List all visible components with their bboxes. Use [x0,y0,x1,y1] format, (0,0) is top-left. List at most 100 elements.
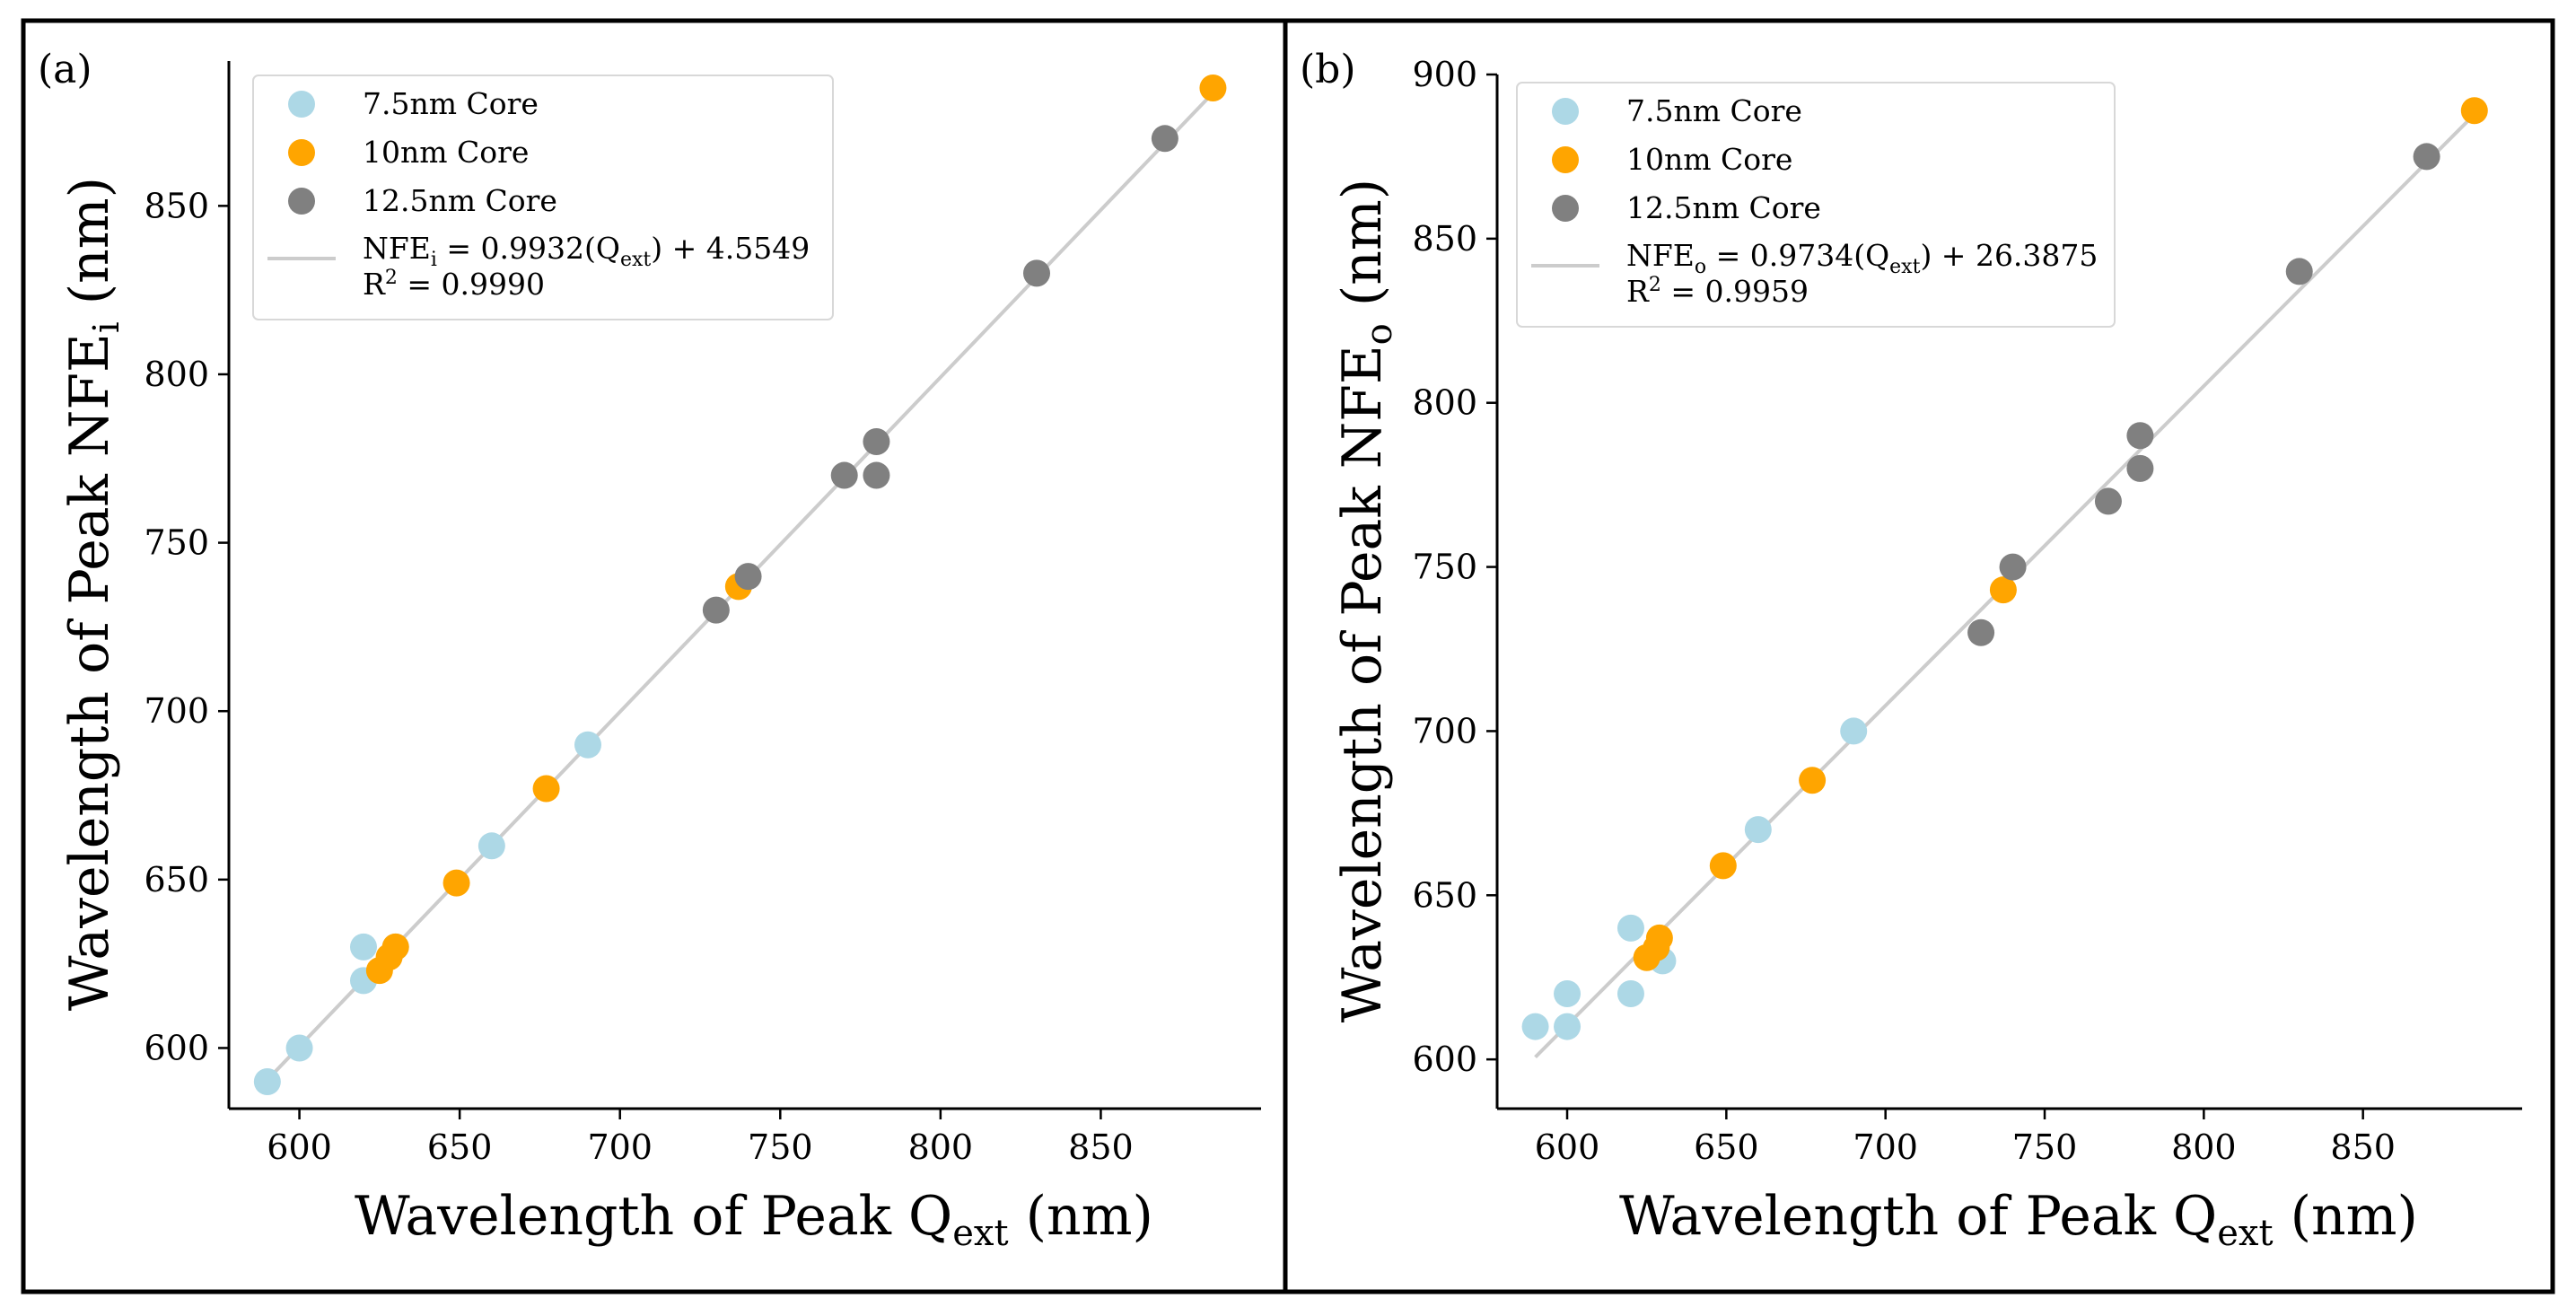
data-point-12-5nm-core [1151,125,1178,153]
x-axis-label-sub: ext [2217,1213,2273,1254]
data-point-7-5nm-core [574,731,601,759]
r2-end: = 0.9959 [1661,274,1809,309]
data-point-10nm-core [1799,767,1827,794]
data-point-12-5nm-core [702,596,730,624]
x-axis-label-sub: ext [952,1213,1008,1254]
panel-label: (b) [1300,47,1356,92]
panel-label: (a) [38,47,92,92]
x-tick-label: 600 [267,1127,332,1167]
chart-panel-b: (b) 600 650 700 750 800 850 600 650 700 750 800 850 9… [1300,47,2522,1254]
data-point-10nm-core [1645,924,1673,952]
data-point-12-5nm-core [1999,553,2027,581]
legend-marker [1552,146,1579,173]
legend-box [1516,82,2116,328]
y-tick-label: 700 [1412,711,1477,750]
r2-sup: 2 [1649,274,1661,296]
data-point-10nm-core [1709,852,1737,880]
y-axis-label: Wavelength of Peak NFEi (nm) [58,177,127,1011]
fit-label-mid: = 0.9734(Q [1706,238,1889,273]
y-tick-label: 650 [1412,875,1477,915]
data-point-10nm-core [2460,97,2488,125]
data-point-12-5nm-core [863,428,890,456]
y-tick-label: 600 [144,1028,209,1067]
data-point-7-5nm-core [1554,1013,1582,1040]
data-point-12-5nm-core [2094,487,2122,515]
r2-end: = 0.9990 [398,267,545,302]
data-point-10nm-core [532,775,560,803]
fit-label-end: ) + 26.3875 [1920,238,2098,273]
data-point-7-5nm-core [1617,980,1644,1007]
data-point-10nm-core [1199,75,1227,102]
chart-panel-a: (a) 600 650 700 750 800 850 600 650 700 750 800 850 W… [38,47,1261,1254]
x-axis-label-unit: (nm) [1009,1185,1153,1248]
data-point-7-5nm-core [1617,914,1644,942]
legend: 7.5nm Core 10nm Core 12.5nm Core NFEo = 0.9… [1516,82,2116,328]
x-tick-label: 650 [1694,1127,1759,1167]
data-point-12-5nm-core [2126,422,2154,450]
data-point-7-5nm-core [1554,980,1582,1007]
x-tick-label: 850 [2330,1127,2396,1167]
data-point-10nm-core [442,869,470,897]
x-axis-label: Wavelength of Peak Qext (nm) [355,1185,1153,1254]
data-point-10nm-core [1989,576,2017,604]
y-axis-label-unit: (nm) [58,177,121,321]
legend-marker [288,91,315,118]
x-tick-label: 650 [427,1127,493,1167]
legend-entry: 10nm Core [1626,142,1792,177]
x-tick-label: 850 [1068,1127,1134,1167]
data-point-7-5nm-core [1840,717,1868,745]
fit-label-end: ) + 4.5549 [651,231,810,266]
y-tick-label: 650 [144,860,209,899]
x-tick-label: 800 [908,1127,974,1167]
data-point-12-5nm-core [2413,143,2440,171]
y-tick-label: 850 [144,186,209,225]
data-point-10nm-core [381,933,409,961]
y-axis-label-unit: (nm) [1331,179,1394,323]
data-point-12-5nm-core [2126,454,2154,482]
x-tick-label: 700 [587,1127,653,1167]
fit-label-pre: NFE [363,231,431,266]
y-tick-label: 750 [1412,548,1477,587]
data-point-12-5nm-core [2285,258,2313,285]
legend-marker [1552,195,1579,222]
fit-label-mid: = 0.9932(Q [437,231,620,266]
legend-marker [288,139,315,166]
data-point-12-5nm-core [830,461,858,489]
r2-sup: 2 [385,267,398,289]
legend-entry: 10nm Core [363,135,529,170]
legend-box [252,75,834,320]
legend-marker [1552,98,1579,125]
y-axis-label-sub: o [1359,323,1400,345]
data-point-7-5nm-core [478,832,505,860]
legend-fit-r2: R2 = 0.9990 [363,267,545,302]
r2-pre: R [1626,274,1650,309]
y-axis-label: Wavelength of Peak NFEo (nm) [1331,179,1400,1022]
fit-label-pre: NFE [1626,238,1695,273]
data-point-12-5nm-core [1967,619,1995,646]
legend-fit-equation: NFEo = 0.9734(Qext) + 26.3875 [1626,238,2098,278]
x-tick-label: 600 [1535,1127,1600,1167]
legend-fit-equation: NFEi = 0.9932(Qext) + 4.5549 [363,231,810,271]
y-axis-label-main: Wavelength of Peak NFE [1331,345,1394,1022]
data-point-7-5nm-core [253,1067,281,1095]
fit-label-pre-sub: o [1695,256,1706,278]
x-axis-label-unit: (nm) [2274,1185,2418,1248]
legend-entry: 7.5nm Core [1626,93,1802,128]
r2-pre: R [363,267,386,302]
legend: 7.5nm Core 10nm Core 12.5nm Core NFEi = 0.9… [252,75,834,320]
y-tick-label: 900 [1412,55,1477,94]
y-axis-label-main: Wavelength of Peak NFE [58,333,121,1011]
y-tick-label: 850 [1412,219,1477,259]
x-axis-label-main: Wavelength of Peak Q [355,1185,952,1248]
y-axis-label-sub: i [86,321,127,333]
data-point-7-5nm-core [1521,1013,1549,1040]
y-tick-label: 800 [1412,383,1477,423]
data-point-12-5nm-core [734,563,762,591]
fit-label-pre-sub: i [431,249,437,271]
x-axis-label-main: Wavelength of Peak Q [1619,1185,2217,1248]
legend-fit-r2: R2 = 0.9959 [1626,274,1809,309]
legend-entry: 7.5nm Core [363,86,539,121]
data-point-7-5nm-core [350,933,377,961]
legend-entry: 12.5nm Core [363,183,557,218]
y-tick-label: 800 [144,355,209,394]
